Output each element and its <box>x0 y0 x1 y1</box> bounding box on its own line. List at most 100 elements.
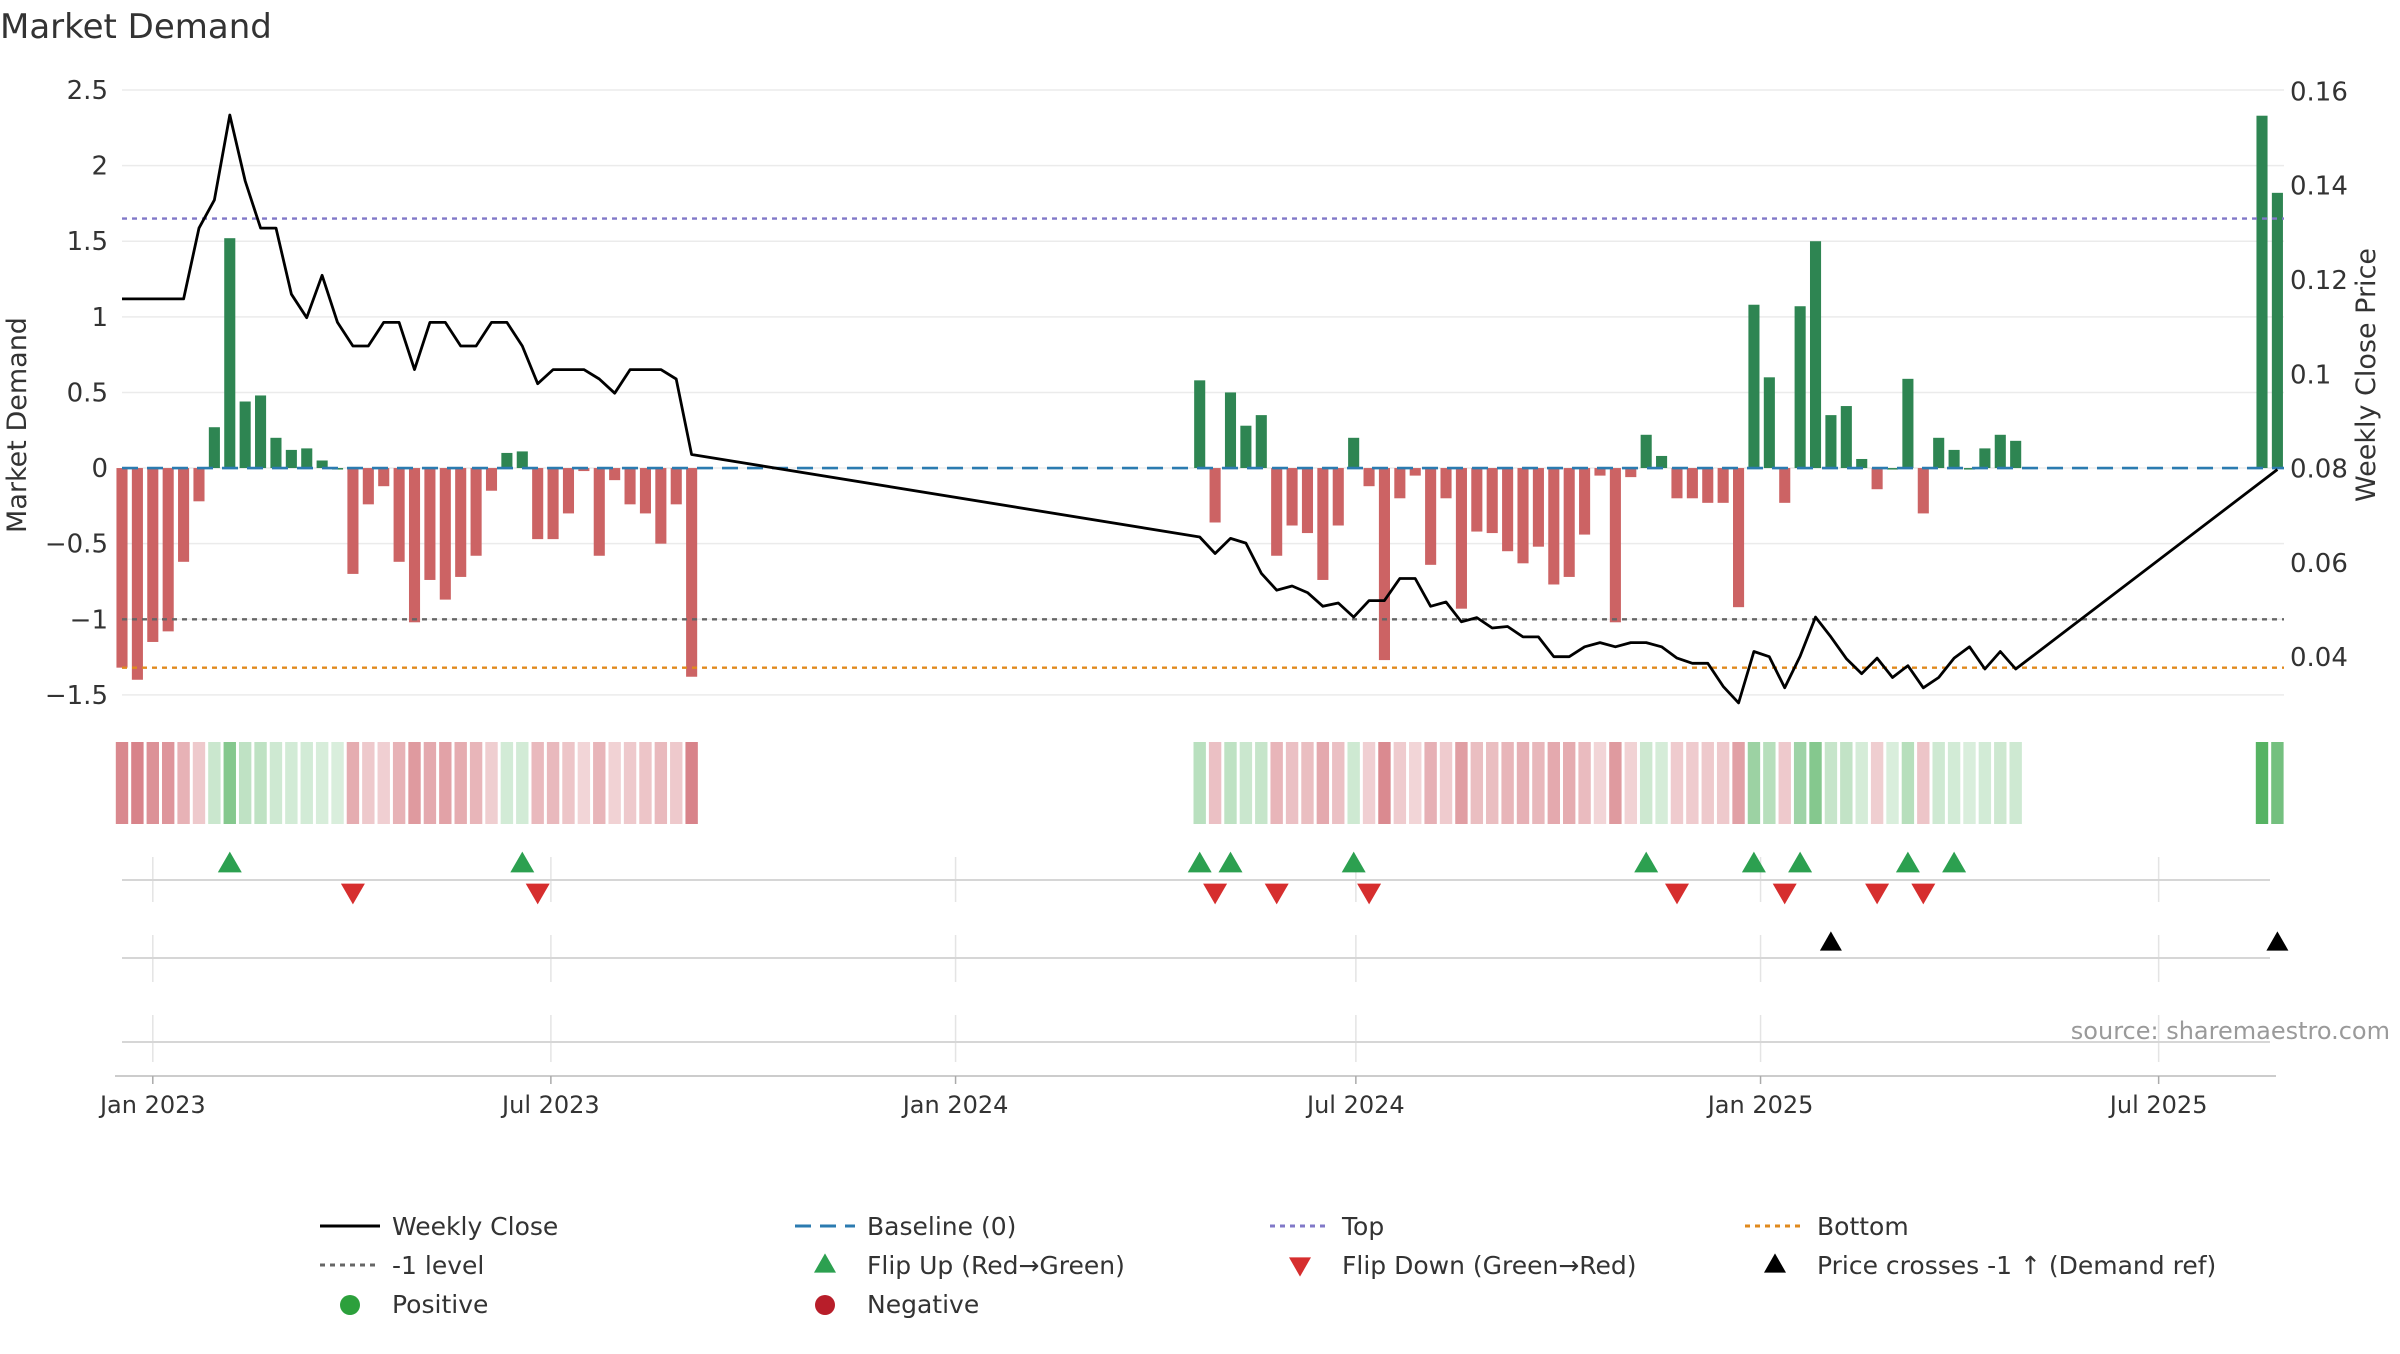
heat-cell <box>223 742 236 824</box>
demand-bar <box>1286 468 1298 526</box>
y2-tick-label: 0.04 <box>2290 643 2348 673</box>
demand-bar <box>1240 425 1252 469</box>
flip-up-marker <box>1634 851 1659 873</box>
heat-cell <box>623 742 637 824</box>
flip-down-marker <box>525 883 550 905</box>
heat-cell <box>1439 742 1453 824</box>
demand-bar <box>1748 304 1760 469</box>
demand-bar <box>609 468 621 481</box>
demand-bar <box>1440 468 1452 499</box>
demand-bar <box>1486 468 1498 534</box>
demand-bar <box>1271 468 1283 556</box>
y-tick-label: −1 <box>70 605 108 635</box>
y-tick-label: 0.5 <box>67 378 108 408</box>
flip-up-marker <box>217 851 242 873</box>
heat-cell <box>608 742 621 824</box>
heat-cell <box>1639 742 1653 824</box>
heat-cell <box>131 742 144 824</box>
heat-cell <box>1870 742 1884 824</box>
heat-cell <box>1270 742 1283 824</box>
demand-bar <box>655 468 667 544</box>
heat-cell <box>115 742 129 824</box>
heat-cell <box>408 742 421 824</box>
heat-cell <box>285 742 298 824</box>
heat-cell <box>1347 742 1360 824</box>
flip-up-marker <box>1341 851 1366 873</box>
x-tick-label: Jan 2024 <box>901 1091 1009 1119</box>
legend-swatch <box>814 1253 836 1273</box>
heat-cell <box>1332 742 1345 824</box>
demand-bar <box>1979 448 1991 469</box>
flip-down-marker <box>1665 883 1689 905</box>
demand-bar <box>178 468 190 562</box>
heat-cell <box>1593 742 1607 824</box>
heat-cell <box>1778 742 1791 824</box>
demand-bar <box>1809 241 1822 469</box>
demand-bar <box>1363 468 1375 487</box>
x-tick-label: Jul 2023 <box>500 1091 600 1119</box>
flip-down-marker <box>1264 883 1289 905</box>
heat-cell <box>269 742 283 824</box>
demand-bar <box>2256 115 2268 469</box>
demand-bar <box>424 468 436 580</box>
heat-cell <box>1378 742 1391 824</box>
y-tick-label: 1 <box>91 303 108 333</box>
demand-bar <box>1763 377 1775 469</box>
demand-bar <box>147 468 159 642</box>
legend-swatch <box>1289 1257 1311 1277</box>
heat-cell <box>1285 742 1299 824</box>
legend-label: Flip Up (Red→Green) <box>867 1251 1125 1280</box>
demand-bar <box>455 468 467 577</box>
heat-cell <box>577 742 591 824</box>
price-cross-marker <box>1819 931 1842 951</box>
heat-cell <box>362 742 375 824</box>
y2-axis-label: Weekly Close Price <box>2351 248 2382 502</box>
demand-bar <box>347 468 359 574</box>
demand-bar <box>316 460 328 469</box>
demand-bar <box>362 468 374 505</box>
demand-bar <box>485 468 498 491</box>
heat-cell <box>377 742 390 824</box>
demand-bar <box>1579 468 1591 535</box>
x-tick-label: Jan 2023 <box>98 1091 206 1119</box>
heat-cell <box>208 742 221 824</box>
demand-bar <box>1779 468 1791 503</box>
demand-bar <box>1609 468 1621 623</box>
legend-label: Flip Down (Green→Red) <box>1342 1251 1637 1280</box>
heat-cell <box>2255 742 2269 824</box>
demand-bar <box>1963 468 1976 470</box>
heat-cell <box>1563 742 1576 824</box>
heat-cell <box>1316 742 1330 824</box>
demand-bar <box>1902 378 1914 469</box>
demand-bar <box>1532 468 1544 547</box>
flip-up-marker <box>1187 851 1212 873</box>
flip-up-marker <box>1218 851 1243 873</box>
heat-cell <box>254 742 267 824</box>
legend-label: Negative <box>867 1290 979 1319</box>
heat-cell <box>1886 742 1899 824</box>
heat-cell <box>1301 742 1314 824</box>
demand-bar <box>1671 468 1683 499</box>
heat-cell <box>1978 742 1992 824</box>
heat-cell <box>1917 742 1930 824</box>
heat-cell <box>146 742 159 824</box>
demand-bar <box>1224 392 1237 469</box>
heat-cell <box>454 742 467 824</box>
y2-tick-label: 0.14 <box>2290 172 2348 202</box>
demand-bar <box>193 468 205 502</box>
demand-bar <box>547 468 559 540</box>
y2-tick-label: 0.12 <box>2290 266 2348 296</box>
heat-cell <box>1532 742 1545 824</box>
demand-bar <box>1255 415 1267 469</box>
heat-cell <box>315 742 329 824</box>
heat-cell <box>1486 742 1499 824</box>
heat-cell <box>516 742 529 824</box>
heat-cell <box>1994 742 2007 824</box>
legend-swatch <box>1764 1253 1786 1273</box>
legend-swatch <box>815 1295 835 1315</box>
flip-down-marker <box>1865 883 1890 905</box>
heat-cell <box>1609 742 1622 824</box>
flip-down-marker <box>1203 883 1228 905</box>
demand-bar <box>1640 434 1652 469</box>
y-tick-label: 0 <box>91 454 108 484</box>
